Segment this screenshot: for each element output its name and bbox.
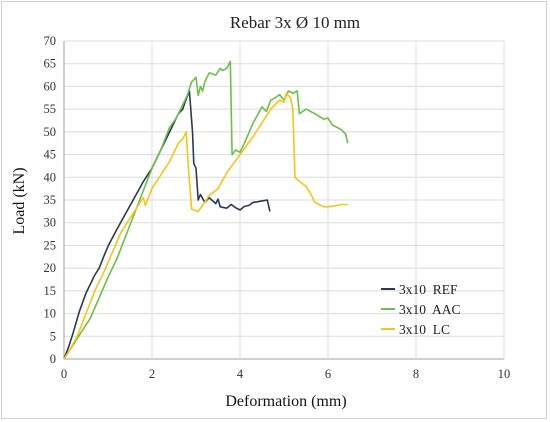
series-line-3 bbox=[63, 92, 348, 360]
y-tick-label: 35 bbox=[44, 193, 57, 207]
legend: 3x10 REF 3x10 AAC 3x10 LC bbox=[381, 282, 461, 337]
x-tick-label: 4 bbox=[237, 367, 244, 381]
y-axis-label: Load (kN) bbox=[11, 167, 28, 234]
gridlines bbox=[63, 40, 505, 360]
x-tick-labels: 0 2 4 6 8 10 bbox=[61, 367, 510, 381]
y-tick-label: 70 bbox=[44, 34, 57, 48]
y-tick-labels: 0 5 10 15 20 25 30 35 40 45 50 55 60 65 70 bbox=[44, 34, 57, 366]
x-tick-label: 2 bbox=[149, 367, 155, 381]
chart-title: Rebar 3x Ø 10 mm bbox=[230, 13, 360, 32]
legend-label: 3x10 REF bbox=[399, 282, 458, 297]
y-tick-label: 55 bbox=[44, 102, 57, 116]
y-tick-label: 60 bbox=[44, 79, 57, 93]
y-tick-label: 65 bbox=[44, 57, 57, 71]
y-tick-label: 15 bbox=[44, 284, 57, 298]
legend-label: 3x10 LC bbox=[399, 322, 450, 337]
x-tick-label: 8 bbox=[413, 367, 419, 381]
y-tick-label: 25 bbox=[44, 238, 57, 252]
x-axis-label: Deformation (mm) bbox=[225, 393, 346, 410]
x-tick-label: 0 bbox=[61, 367, 67, 381]
y-tick-label: 5 bbox=[50, 329, 56, 343]
y-tick-label: 20 bbox=[44, 261, 57, 275]
y-tick-label: 30 bbox=[44, 216, 57, 230]
series-lines bbox=[63, 60, 349, 360]
y-tick-label: 0 bbox=[50, 352, 56, 366]
y-tick-label: 40 bbox=[44, 170, 57, 184]
x-tick-label: 10 bbox=[498, 367, 511, 381]
y-tick-label: 50 bbox=[44, 125, 57, 139]
series-line-1 bbox=[63, 90, 271, 360]
x-tick-label: 6 bbox=[325, 367, 331, 381]
y-tick-label: 45 bbox=[44, 148, 57, 162]
series-line-2 bbox=[63, 60, 349, 360]
y-tick-label: 10 bbox=[44, 307, 57, 321]
legend-label: 3x10 AAC bbox=[399, 302, 461, 317]
